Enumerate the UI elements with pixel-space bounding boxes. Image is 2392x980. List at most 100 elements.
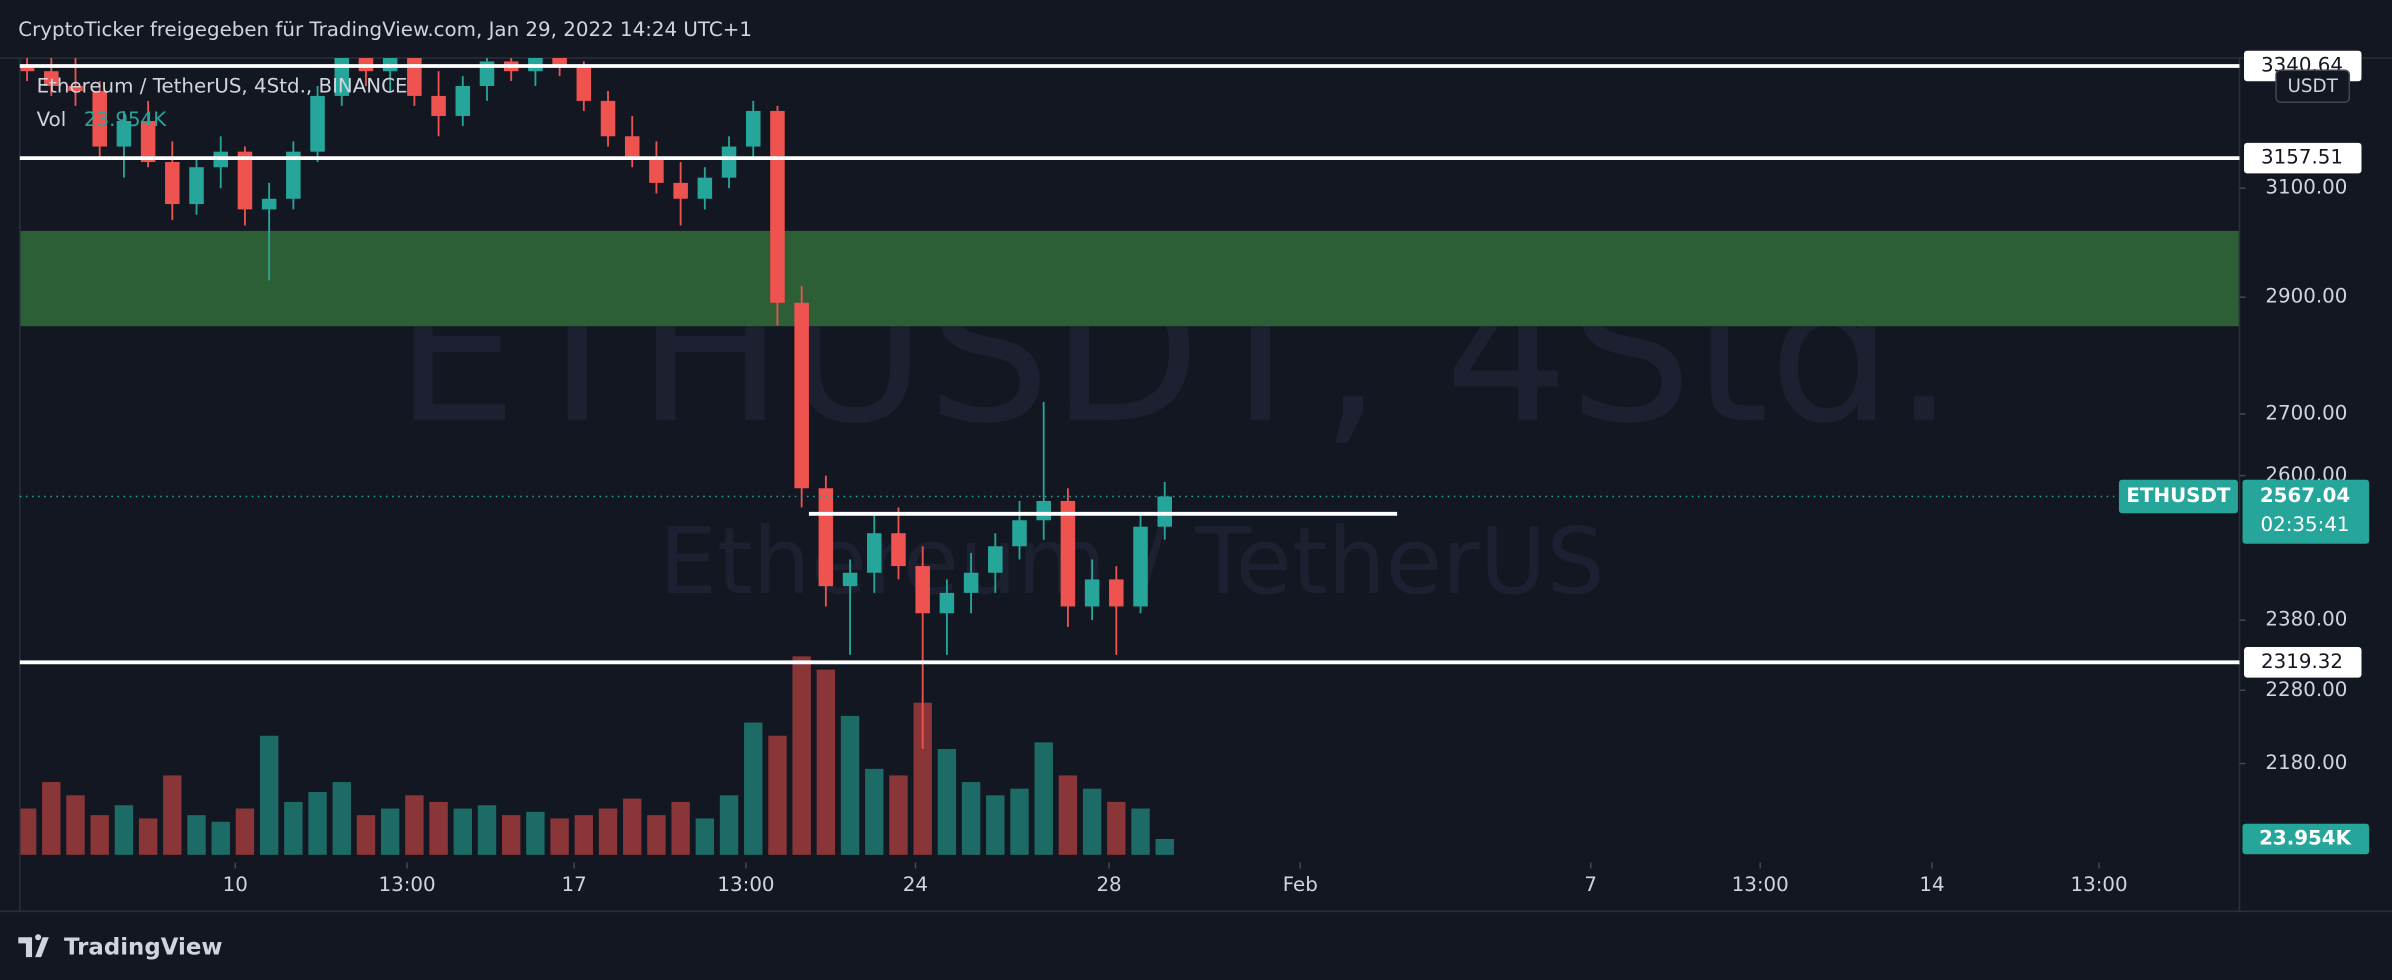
volume-bar (1010, 788, 1029, 855)
volume-bar (356, 815, 376, 855)
header-title: CryptoTicker freigegeben für TradingView… (18, 18, 752, 41)
candle-body (189, 167, 204, 205)
last-price-label: 2567.04 (2260, 484, 2350, 507)
watermark-sub: Ethereum / TetherUS (659, 508, 1605, 615)
volume-bar (816, 669, 836, 855)
volume-bar (1034, 742, 1053, 855)
candle-body (988, 546, 1003, 573)
candle-body (286, 151, 301, 199)
volume-bar (19, 808, 37, 855)
candle-body (891, 533, 906, 567)
y-tick-label: 2280.00 (2265, 678, 2347, 701)
candle-body (1060, 500, 1076, 607)
volume-bar (211, 821, 230, 855)
zone (19, 230, 2240, 327)
symbol-label: ETHUSDT (2126, 484, 2230, 507)
volume-bar (1058, 775, 1078, 855)
currency-label[interactable]: USDT (2288, 76, 2339, 97)
legend-volume-value: 23.954K (84, 108, 167, 131)
candle-body (1109, 579, 1124, 607)
volume-bar (114, 805, 134, 855)
volume-bar (501, 815, 521, 855)
y-tick-label: 2380.00 (2265, 608, 2347, 631)
volume-bar (380, 808, 400, 855)
volume-bar (792, 656, 811, 855)
countdown-label: 02:35:41 (2261, 513, 2350, 536)
x-tick-label: 17 (562, 873, 587, 896)
volume-bar (719, 795, 739, 855)
candle-body (44, 71, 59, 86)
x-tick-label: Feb (1283, 873, 1318, 896)
volume-bar (647, 815, 666, 855)
volume-bar (623, 798, 642, 855)
volume-bar (187, 815, 206, 855)
volume-bar (90, 815, 109, 855)
candle-body (92, 90, 107, 147)
level-label: 2319.32 (2261, 650, 2343, 673)
volume-bar (840, 715, 860, 855)
volume-bar (429, 801, 448, 855)
y-tick-label: 3100.00 (2265, 176, 2347, 199)
candle-body (576, 66, 592, 101)
level-label-box (2244, 647, 2362, 678)
volume-bar (1155, 838, 1174, 855)
candle-body (68, 85, 83, 91)
volume-bar (138, 818, 158, 855)
candle-body (1036, 500, 1051, 521)
candle-body (697, 177, 713, 199)
y-tick-label: 2700.00 (2265, 401, 2347, 424)
volume-bar (405, 795, 424, 855)
x-tick-label: 24 (903, 873, 928, 896)
volume-bar (332, 782, 351, 855)
brand-name: TradingView (64, 934, 222, 960)
currency-box[interactable] (2275, 69, 2351, 104)
candle-body (721, 146, 737, 178)
volume-bar (671, 801, 690, 855)
y-tick-label: 2180.00 (2265, 751, 2347, 774)
x-tick-label: 7 (1584, 873, 1597, 896)
x-tick-label: 14 (1919, 873, 1944, 896)
volume-bar (308, 791, 327, 855)
volume-bar (66, 795, 85, 855)
brand-logo: TradingView (18, 934, 223, 960)
legend-symbol: Ethereum / TetherUS, 4Std., BINANCE (37, 75, 408, 98)
candle-body (237, 151, 253, 210)
candle-body (745, 110, 761, 147)
volume-bar (961, 782, 981, 855)
candle-body (770, 110, 785, 303)
logo-mark (18, 934, 49, 958)
candle-body (528, 58, 543, 72)
candle-body (1133, 526, 1148, 607)
volume-bar (695, 818, 715, 855)
volume-bar (235, 808, 255, 855)
candle-body (1157, 496, 1172, 527)
candle-body (649, 156, 664, 183)
x-tick-label: 10 (223, 873, 248, 896)
last-price-box (2242, 479, 2370, 544)
volume-bar (526, 811, 545, 855)
candle-body (600, 100, 616, 137)
level-label: 3157.51 (2261, 146, 2343, 169)
volume-bar (1131, 808, 1150, 855)
candle-body (165, 162, 180, 205)
candle-body (116, 121, 132, 147)
volume-bar (768, 735, 787, 855)
x-tick-label: 13:00 (717, 873, 774, 896)
candle-body (19, 66, 35, 72)
volume-bar (453, 808, 472, 855)
volume-bar (550, 818, 569, 855)
volume-bar (574, 815, 594, 855)
volume-bar (259, 735, 279, 855)
volume-label: 23.954K (2259, 826, 2351, 849)
x-tick-label: 13:00 (1732, 873, 1789, 896)
volume-bar (163, 775, 182, 855)
candle-body (358, 58, 374, 72)
volume-bar (865, 768, 884, 855)
candle-body (140, 121, 156, 163)
candle-body (673, 182, 688, 199)
candle-body (1084, 579, 1100, 607)
candle-body (455, 85, 471, 116)
volume-bar (986, 795, 1005, 855)
